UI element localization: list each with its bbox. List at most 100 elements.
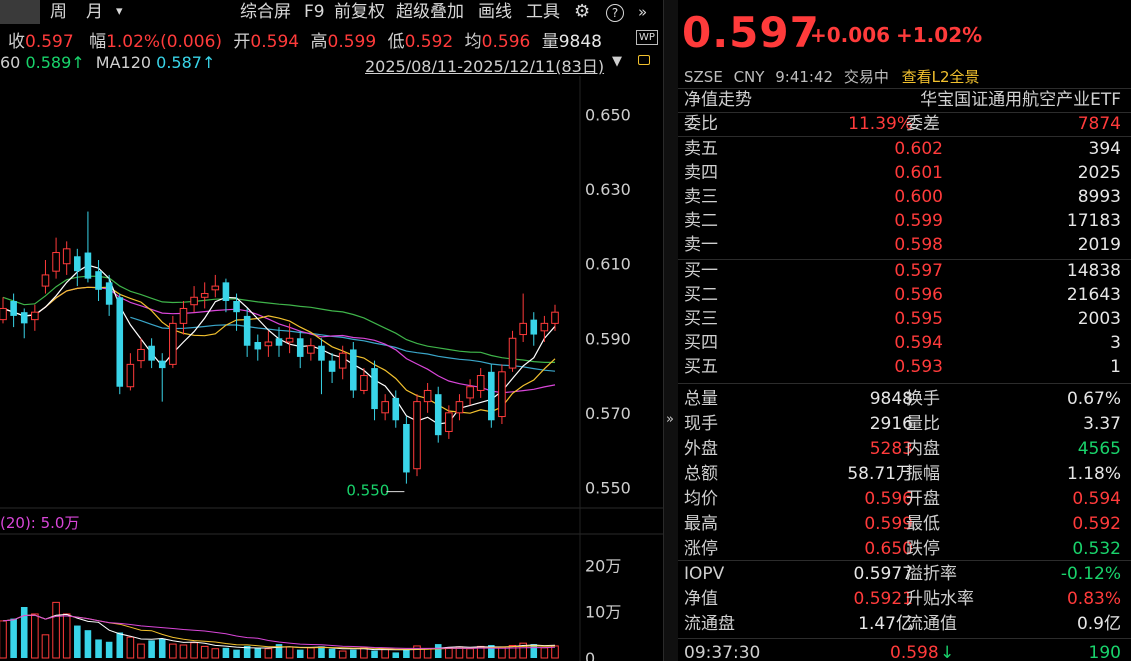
candle-body — [0, 307, 7, 321]
low-label: 低 — [387, 32, 405, 52]
stats-row: 现手 2916 量比 3.37 — [678, 412, 1131, 436]
collapse-chevron-icon[interactable]: » — [666, 412, 674, 427]
etf-stat-label: 流通值 — [906, 614, 957, 634]
volume-bar — [466, 648, 474, 659]
volume-bar — [116, 632, 124, 658]
volume-bar — [158, 638, 166, 658]
candle-body — [200, 293, 209, 298]
stat-label: 涨停 — [684, 539, 718, 559]
candle-body — [508, 337, 517, 369]
stat-label: 跌停 — [906, 539, 940, 559]
ask-price: 0.598 — [894, 235, 943, 255]
ask-row: 卖四 0.601 2025 — [678, 161, 1131, 185]
period-week-tab[interactable]: 周 — [50, 2, 67, 22]
volume-bar — [551, 645, 559, 659]
etf-stat-label: 净值 — [684, 589, 718, 609]
candle-body — [338, 352, 347, 369]
etf-stats-row: 净值 0.5921 升贴水率 0.83% — [678, 587, 1131, 611]
toolbar-forward-adjust[interactable]: 前复权 — [334, 2, 385, 22]
toolbar-draw-line[interactable]: 画线 — [478, 2, 512, 22]
bid-price: 0.595 — [894, 309, 943, 329]
ask-price: 0.600 — [894, 187, 943, 207]
gear-icon[interactable]: ⚙ — [574, 1, 591, 22]
candle-body — [31, 311, 39, 321]
toolbar-super-overlay[interactable]: 超级叠加 — [396, 2, 464, 22]
vol-value: 9848 — [558, 32, 602, 52]
volume-bar — [31, 613, 39, 659]
lock-icon[interactable] — [638, 55, 650, 65]
double-chevron-right-icon[interactable]: » — [638, 3, 648, 21]
ma60-label: 60 — [0, 53, 21, 72]
candle-body — [84, 252, 92, 279]
volume-bar — [445, 647, 453, 659]
ask-price: 0.601 — [894, 163, 943, 183]
panel-collapse-bar[interactable]: » — [663, 0, 679, 661]
y-tick-label: 0.610 — [585, 255, 631, 274]
wb-value: 11.39% — [848, 114, 913, 134]
stat-value: 0.596 — [864, 489, 913, 509]
stat-label: 内盘 — [906, 439, 940, 459]
candle-body — [403, 424, 410, 473]
candle-body — [158, 360, 166, 369]
etf-stats-row: IOPV 0.5977 溢折率 -0.12% — [678, 562, 1131, 586]
stat-label: 换手 — [906, 389, 940, 409]
toolbar-f9[interactable]: F9 — [304, 2, 325, 22]
volume-bar — [296, 649, 304, 658]
candle-body — [41, 274, 50, 287]
period-month-tab[interactable]: 月 — [86, 2, 103, 22]
quote-panel: 0.597 +0.006 +1.02% SZSE CNY 9:41:42 交易中… — [678, 0, 1131, 661]
date-range-arrow-icon[interactable]: ▼ — [612, 54, 622, 69]
ask-volume: 2019 — [1077, 235, 1121, 255]
wc-value: 7874 — [1077, 114, 1121, 134]
exchange-code: SZSE — [684, 68, 723, 86]
bid-price: 0.593 — [894, 357, 943, 377]
etf-stat-value: 0.9亿 — [1076, 614, 1121, 634]
candle-body — [371, 368, 378, 410]
candle-body — [179, 307, 188, 324]
wc-label: 委差 — [906, 114, 940, 134]
nav-trend-link[interactable]: 净值走势 — [684, 90, 752, 110]
y-tick-label: 0.630 — [585, 180, 631, 199]
stat-label: 最高 — [684, 514, 718, 534]
close-value: 0.597 — [25, 32, 74, 52]
volume-bar — [52, 601, 60, 659]
help-icon[interactable]: ? — [606, 0, 624, 24]
kline-panel[interactable]: 周 月 ▾ 综合屏 F9 前复权 超级叠加 画线 工具 ⚙ ? » 收0.597… — [0, 0, 663, 661]
range-value: 1.02%(0.006) — [106, 32, 223, 52]
avg-value: 0.596 — [481, 32, 531, 52]
ask-level-label: 卖五 — [684, 139, 718, 159]
stat-label: 总量 — [684, 389, 718, 409]
bid-row: 买五 0.593 1 — [678, 355, 1131, 379]
volume-bar — [74, 625, 81, 658]
candle-body — [169, 322, 177, 365]
toolbar-composite-screen[interactable]: 综合屏 — [240, 2, 291, 22]
candle-body — [233, 301, 240, 313]
candlestick-chart[interactable]: 0.650 0.630 0.610 0.590 0.570 0.550 0.550 (20):… — [0, 76, 663, 661]
candle-body — [434, 394, 442, 436]
candle-body — [190, 296, 198, 306]
toolbar-tools[interactable]: 工具 — [526, 2, 560, 22]
y-tick-label: 0.550 — [585, 478, 631, 497]
last-price: 0.597 — [682, 8, 820, 57]
bid-level-label: 买五 — [684, 357, 718, 377]
candle-body — [10, 301, 17, 316]
volume-tick-label: 10万 — [585, 603, 621, 622]
wp-badge[interactable]: WP — [636, 30, 658, 45]
period-menu-arrow-icon[interactable]: ▾ — [116, 4, 123, 19]
volume-bar — [137, 643, 145, 659]
ask-volume: 394 — [1088, 139, 1121, 159]
volume-bar — [423, 648, 432, 659]
price-change: +0.006 — [810, 23, 891, 47]
ma120-value: 0.587↑ — [156, 53, 216, 72]
volume-bar — [403, 649, 410, 658]
date-range-selector[interactable]: 2025/08/11-2025/12/11(83日) — [365, 57, 605, 76]
candle-body — [519, 322, 527, 336]
candle-body — [264, 341, 273, 347]
bid-row: 买三 0.595 2003 — [678, 307, 1131, 331]
candle-body — [476, 375, 485, 391]
volume-bar — [84, 630, 92, 658]
l2-panorama-link[interactable]: 查看L2全景 — [901, 68, 980, 86]
candle-body — [307, 345, 315, 354]
stats-row: 总额 58.71万 振幅 1.18% — [678, 462, 1131, 486]
ask-price: 0.602 — [894, 139, 943, 159]
